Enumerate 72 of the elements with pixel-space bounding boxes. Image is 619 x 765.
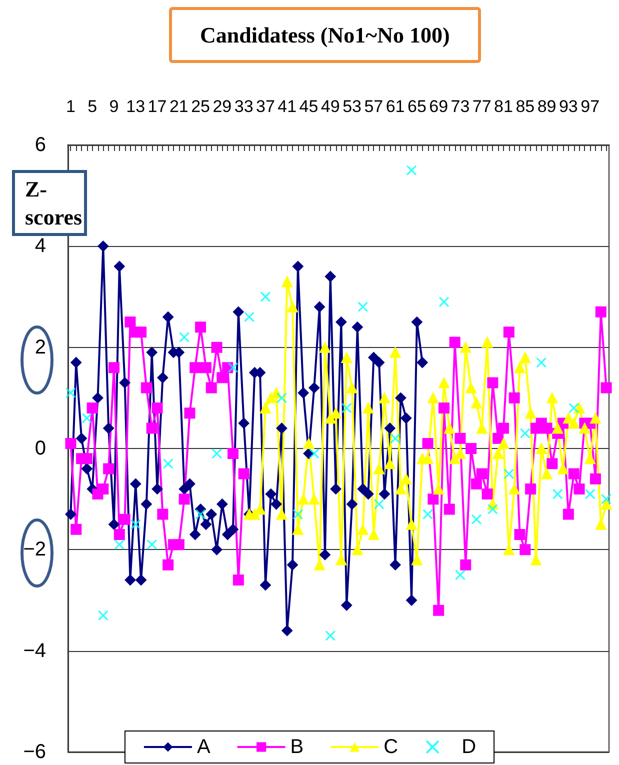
x-tick-label: 9: [109, 97, 119, 116]
y-tick-label: 6: [34, 134, 46, 156]
x-tick-label: 61: [386, 97, 405, 116]
point: [471, 514, 482, 525]
point: [179, 332, 190, 343]
x-tick-label: 53: [342, 97, 362, 116]
y-tick-label: 0: [34, 438, 46, 460]
legend-label: D: [462, 736, 476, 758]
point: [308, 448, 320, 459]
x-tick-label: 5: [88, 97, 98, 116]
point: [600, 494, 612, 504]
point: [374, 498, 384, 510]
x-tick-label: 65: [407, 97, 426, 116]
point: [406, 164, 417, 176]
x-tick-label: 21: [169, 97, 188, 116]
x-tick-label: 73: [450, 97, 470, 116]
x-tick-label: 37: [256, 97, 275, 116]
x-tick-label: 85: [516, 97, 535, 116]
point: [422, 508, 434, 520]
x-tick-label: 89: [537, 97, 556, 116]
legend-label: C: [384, 736, 398, 758]
point: [438, 296, 450, 308]
chart-title: Candidatess (No1~No 100): [200, 22, 450, 48]
point: [276, 392, 287, 404]
y-tick-label: 2: [34, 336, 46, 358]
x-tick-label: 29: [212, 97, 232, 116]
y-tick-label: −4: [23, 640, 46, 662]
point: [244, 312, 255, 322]
x-tick-label: 25: [191, 97, 210, 116]
legend-label: A: [196, 736, 211, 758]
point: [195, 508, 206, 520]
point: [520, 428, 530, 439]
x-tick-label: 49: [320, 97, 340, 116]
point: [568, 402, 580, 414]
point: [162, 458, 174, 469]
x-tick-label: 81: [494, 97, 513, 116]
point: [504, 468, 514, 480]
point: [390, 433, 401, 444]
point: [584, 488, 596, 500]
x-tick-label: 13: [126, 97, 146, 116]
x-tick-label: 97: [580, 97, 600, 116]
y-axis-title: Z-scores: [25, 176, 82, 230]
x-tick-label: 57: [364, 97, 384, 116]
y-tick-label: −6: [23, 741, 46, 763]
x-tick-label: 45: [299, 97, 318, 116]
point: [292, 508, 304, 520]
point: [114, 539, 125, 550]
point: [552, 488, 563, 500]
y-tick-label: −2: [23, 538, 46, 561]
x-tick-label: 17: [148, 97, 167, 116]
x-tick-label: 77: [472, 97, 492, 116]
point: [65, 388, 76, 398]
point: [341, 402, 352, 414]
point: [487, 504, 498, 514]
point: [454, 570, 466, 580]
x-tick-label: 69: [429, 97, 448, 116]
x-tick-label: 41: [278, 97, 297, 116]
point: [98, 610, 108, 621]
point: [130, 519, 141, 530]
legend-label: B: [290, 736, 304, 758]
point: [82, 412, 92, 424]
point: [536, 357, 547, 368]
point: [146, 539, 158, 550]
point: [211, 448, 222, 459]
point: [228, 362, 238, 373]
point: [358, 302, 368, 312]
y-tick-label: 4: [34, 235, 46, 258]
x-tick-label: 1: [66, 97, 76, 116]
x-tick-label: 33: [234, 97, 254, 116]
point: [260, 291, 271, 302]
x-tick-label: 93: [558, 97, 578, 116]
point: [325, 630, 336, 641]
